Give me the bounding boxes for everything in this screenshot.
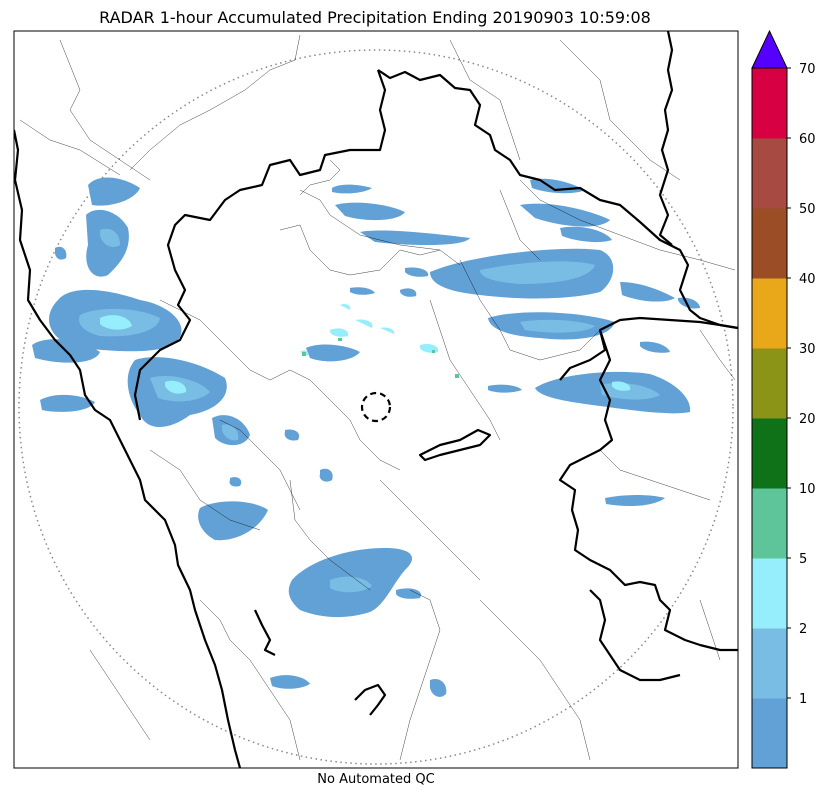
radar-site-marker xyxy=(360,391,392,423)
colorbar-bin-2-5 xyxy=(752,558,787,629)
colorbar: 1 2 5 10 20 30 40 50 60 70 xyxy=(751,29,816,769)
colorbar-bin-60-70 xyxy=(752,68,787,139)
colorbar-bin-40-50 xyxy=(752,208,787,279)
colorbar-tick-label: 1 xyxy=(799,692,807,707)
colorbar-bin-20-30 xyxy=(752,348,787,419)
colorbar-bin-30-40 xyxy=(752,278,787,349)
colorbar-bin-1-2 xyxy=(752,628,787,699)
colorbar-tick-label: 30 xyxy=(799,342,816,357)
colorbar-tick-label: 50 xyxy=(799,202,816,217)
colorbar-tick-label: 5 xyxy=(799,552,807,567)
colorbar-bin-0-1 xyxy=(752,698,787,769)
colorbar-tick-label: 2 xyxy=(799,622,807,637)
colorbar-tick-label: 40 xyxy=(799,272,816,287)
colorbar-over-range xyxy=(751,29,788,69)
district-boundaries xyxy=(19,34,736,761)
colorbar-tick-label: 10 xyxy=(799,482,816,497)
colorbar-tick-label: 70 xyxy=(799,62,816,77)
colorbar-bin-50-60 xyxy=(752,138,787,209)
colorbar-bin-10-20 xyxy=(752,418,787,489)
colorbar-bin-5-10 xyxy=(752,488,787,559)
colorbar-tick-label: 20 xyxy=(799,412,816,427)
precipitation-echoes-5-10 xyxy=(302,338,459,378)
precipitation-echoes-2-5 xyxy=(100,303,631,394)
state-boundaries xyxy=(14,31,738,768)
radar-range-ring xyxy=(18,49,734,765)
colorbar-tick-label: 60 xyxy=(799,132,816,147)
map-title: RADAR 1-hour Accumulated Precipitation E… xyxy=(99,8,651,27)
qc-note: No Automated QC xyxy=(317,772,435,787)
